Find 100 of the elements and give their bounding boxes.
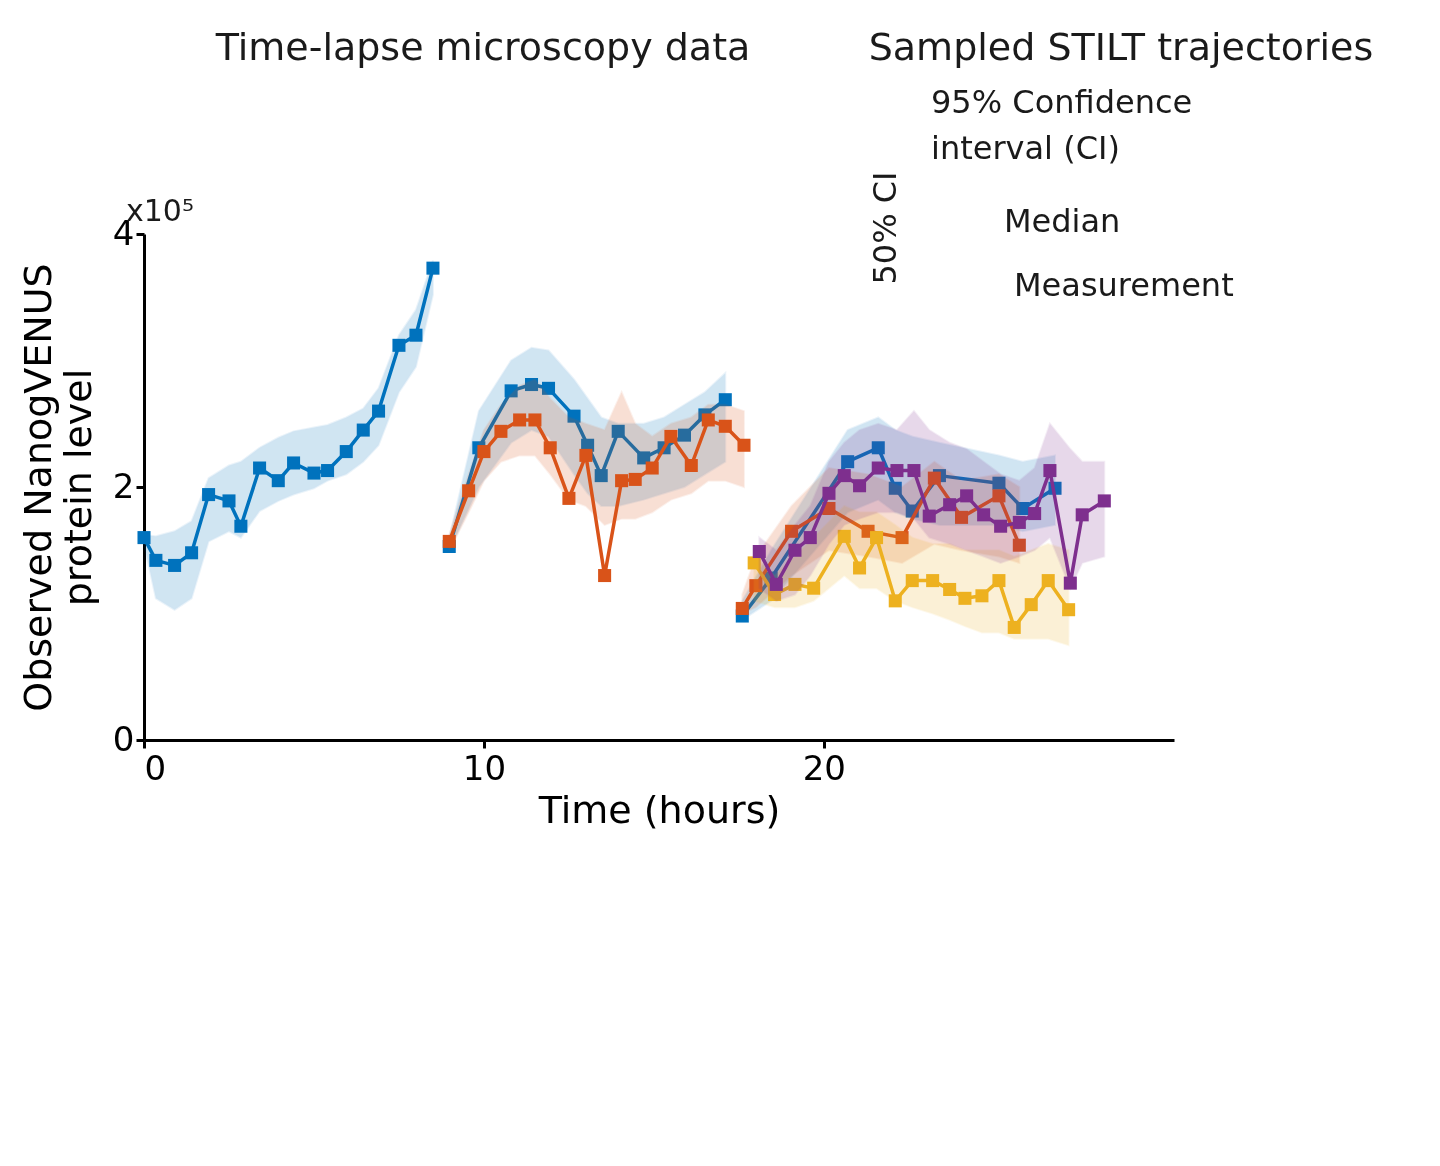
point <box>287 456 301 470</box>
point <box>803 531 817 545</box>
y-axis-title: Observed NanogVENUS protein level <box>15 263 100 712</box>
point <box>747 556 761 570</box>
point <box>853 561 867 575</box>
point <box>960 489 974 503</box>
point <box>513 413 527 427</box>
point <box>462 484 476 498</box>
annotation: Measurement <box>1014 266 1234 304</box>
point <box>871 441 885 455</box>
point <box>890 464 904 478</box>
point <box>1097 494 1111 508</box>
point <box>992 574 1006 588</box>
point <box>611 424 625 438</box>
point <box>528 413 542 427</box>
point <box>1075 508 1089 522</box>
point <box>504 384 518 398</box>
point <box>943 498 957 512</box>
point <box>870 531 884 545</box>
point <box>567 409 581 423</box>
point <box>907 464 921 478</box>
point <box>977 508 991 522</box>
point <box>637 451 651 465</box>
point <box>356 423 370 437</box>
point <box>222 494 236 508</box>
x-tick-label: 0 <box>144 747 167 788</box>
point <box>168 558 182 572</box>
text: Sampled STILT trajectories <box>868 25 1374 69</box>
point <box>1028 507 1042 521</box>
point <box>1016 501 1030 516</box>
point <box>339 445 353 459</box>
point <box>992 476 1006 490</box>
point <box>234 519 248 533</box>
point <box>645 461 659 475</box>
point <box>749 579 763 593</box>
point <box>788 577 802 591</box>
point <box>579 448 593 462</box>
point <box>594 469 608 483</box>
point <box>807 581 821 595</box>
text: Time-lapse microscopy data <box>214 25 751 69</box>
point <box>853 479 867 493</box>
text: 95% Confidence interval (CI) <box>931 83 1193 167</box>
point <box>1063 576 1077 590</box>
point <box>788 543 802 557</box>
point <box>409 328 423 342</box>
point <box>888 594 902 608</box>
point <box>1062 603 1076 617</box>
point <box>895 531 909 545</box>
point <box>905 574 919 588</box>
point <box>785 524 799 538</box>
point <box>955 510 969 524</box>
point <box>477 445 491 459</box>
y-tick-label: 2 <box>112 465 135 506</box>
annotation: 50% CI <box>866 171 904 285</box>
point <box>615 474 629 488</box>
point <box>837 469 851 483</box>
point <box>718 419 732 433</box>
point <box>1012 515 1026 529</box>
point <box>525 378 539 392</box>
point <box>307 466 321 480</box>
y-tick-label: 0 <box>112 718 135 759</box>
point <box>543 441 557 455</box>
point <box>442 534 456 548</box>
point <box>542 381 556 395</box>
point <box>822 486 836 500</box>
point <box>701 413 715 427</box>
point <box>922 509 936 523</box>
point <box>992 489 1006 503</box>
point <box>664 429 678 443</box>
point <box>837 529 851 543</box>
point <box>1012 538 1026 552</box>
point <box>426 261 440 275</box>
point <box>927 471 941 485</box>
point <box>975 589 989 603</box>
x-tick-label: 20 <box>802 747 846 788</box>
point <box>1007 620 1021 634</box>
point <box>253 461 267 475</box>
point <box>1024 598 1038 612</box>
point <box>718 393 732 407</box>
point <box>1041 574 1055 588</box>
point <box>372 404 386 418</box>
point <box>677 428 692 442</box>
point <box>926 574 940 588</box>
point <box>994 519 1008 533</box>
point <box>841 455 855 469</box>
x-axis-title: Time (hours) <box>537 787 781 832</box>
point <box>752 545 766 559</box>
point <box>769 577 783 591</box>
point <box>735 601 749 615</box>
point <box>562 491 576 505</box>
point <box>888 481 902 495</box>
point <box>149 553 163 567</box>
point <box>598 569 612 583</box>
point <box>943 582 957 596</box>
point <box>871 461 885 475</box>
annotation: Median <box>1004 202 1121 240</box>
point <box>737 438 751 452</box>
point <box>1043 464 1057 478</box>
point <box>202 488 216 502</box>
point <box>628 472 642 486</box>
